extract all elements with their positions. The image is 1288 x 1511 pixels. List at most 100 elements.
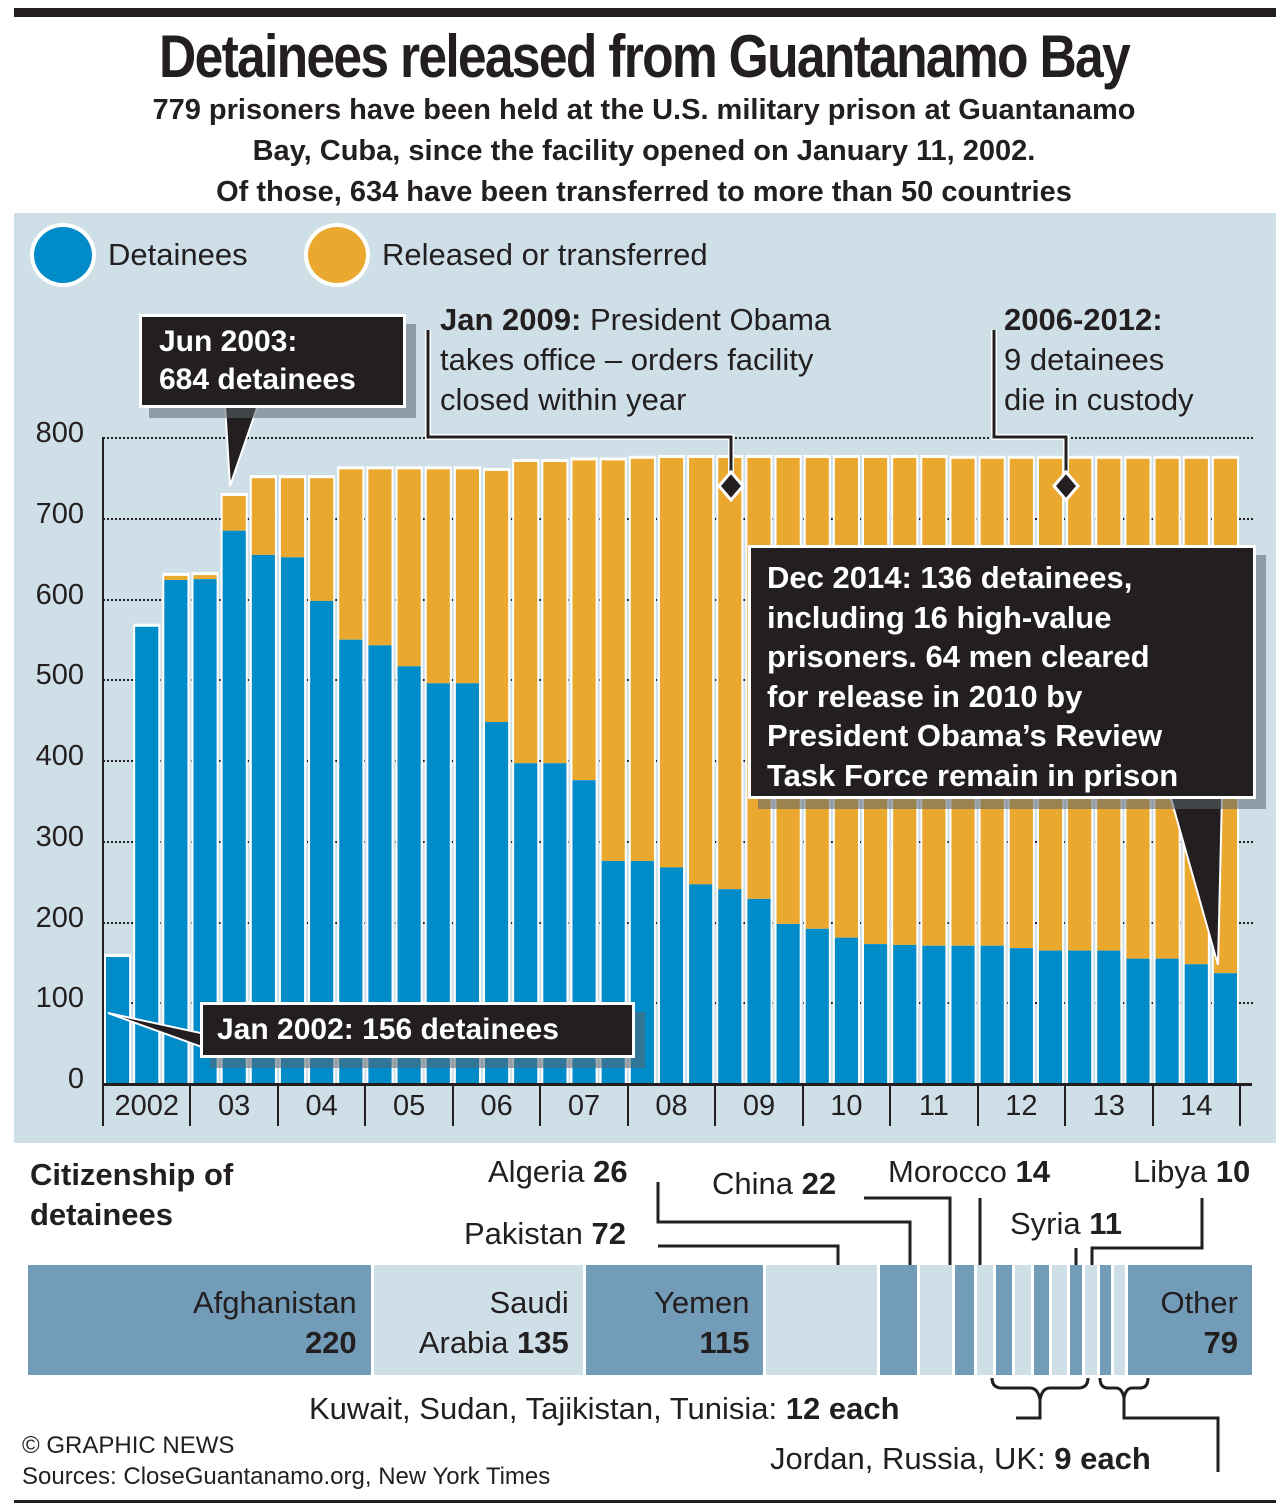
bar-released xyxy=(222,495,246,531)
x-tick-label: 05 xyxy=(392,1090,426,1122)
x-tick-label: 11 xyxy=(918,1090,949,1122)
jan2009-leader xyxy=(426,330,733,486)
citizenship-title-line2: detainees xyxy=(30,1197,174,1232)
leader-china xyxy=(864,1196,952,1265)
page-title: Detainees released from Guantanamo Bay xyxy=(159,23,1131,90)
bar-released xyxy=(164,575,188,580)
bar-detainees xyxy=(339,639,363,1083)
label-9-each-names: Jordan, Russia, UK: xyxy=(770,1441,1055,1476)
bar-detainees xyxy=(280,557,305,1083)
bar-detainees xyxy=(659,867,684,1083)
citizenship-segment-china xyxy=(920,1265,956,1375)
deaths-leader xyxy=(992,330,1068,486)
citizenship-segment-yemen: Yemen 115 xyxy=(585,1265,767,1375)
y-tick-label: 700 xyxy=(35,497,84,530)
bar-released xyxy=(397,469,421,667)
x-tick-label: 06 xyxy=(480,1090,513,1122)
x-tick xyxy=(451,1086,454,1126)
credit: © GRAPHIC NEWS xyxy=(22,1432,235,1459)
annotation-jan2009-text2: takes office – orders facility xyxy=(440,342,814,377)
citizenship-segment-afghanistan: Afghanistan 220 xyxy=(28,1265,374,1375)
x-tick xyxy=(539,1086,542,1126)
bar-detainees xyxy=(397,666,421,1083)
leader-algeria xyxy=(656,1182,912,1265)
y-tick-label: 400 xyxy=(35,740,84,772)
bar-detainees xyxy=(805,928,829,1083)
bar-detainees xyxy=(164,579,188,1083)
leader-9-each xyxy=(1122,1398,1220,1472)
bar-detainees xyxy=(864,944,888,1083)
annotation-deaths-text2: 9 detainees xyxy=(1004,342,1165,377)
bar-released xyxy=(193,575,217,580)
label-syria-value: 11 xyxy=(1089,1206,1123,1241)
bar-released xyxy=(572,460,596,781)
brace-9-each-icon xyxy=(1098,1377,1150,1399)
x-axis-line xyxy=(102,1083,1252,1086)
x-tick-label: 09 xyxy=(742,1090,776,1122)
label-morocco-name: Morocco xyxy=(888,1154,1016,1189)
bar-detainees xyxy=(1038,950,1063,1083)
citizenship-title-line1: Citizenship of xyxy=(30,1157,234,1192)
citizenship-segment-russia xyxy=(1099,1265,1114,1375)
annotation-jan2009-text3: closed within year xyxy=(440,382,687,417)
callout-dec2014: Dec 2014: 136 detainees, including 16 hi… xyxy=(748,545,1256,799)
bar-detainees xyxy=(310,600,334,1083)
label-morocco-value: 14 xyxy=(1015,1154,1050,1189)
label-pakistan-value: 72 xyxy=(591,1216,626,1251)
citizenship-segment-label: Other 79 xyxy=(1160,1285,1238,1360)
legend-label-detainees: Detainees xyxy=(108,237,248,272)
annotation-deaths-date: 2006-2012: xyxy=(1004,302,1163,337)
callout-jun2003: Jun 2003: 684 detainees xyxy=(139,314,406,408)
bar-detainees xyxy=(485,722,509,1083)
label-libya-value: 10 xyxy=(1215,1154,1251,1189)
bar-detainees xyxy=(455,683,479,1083)
leader-libya xyxy=(1090,1198,1204,1265)
x-tick xyxy=(976,1086,979,1126)
bar-detainees xyxy=(776,923,800,1083)
citizenship-segment-label: Afghanistan 220 xyxy=(192,1285,357,1360)
bar-detainees xyxy=(834,937,858,1083)
callout-jan2002: Jan 2002: 156 detainees xyxy=(200,1002,635,1058)
citizenship-segment-libya xyxy=(1069,1265,1086,1375)
label-pakistan-name: Pakistan xyxy=(464,1216,592,1251)
deaths-marker-icon xyxy=(1052,469,1080,503)
bar-released xyxy=(310,478,334,601)
x-tick-label: 14 xyxy=(1180,1090,1213,1122)
bar-detainees xyxy=(222,530,246,1083)
x-tick xyxy=(276,1086,279,1126)
bar-detainees xyxy=(980,945,1004,1083)
legend-swatch-released xyxy=(304,223,370,287)
bar-detainees xyxy=(251,554,275,1083)
callout-dec2014-line: prisoners. 64 men cleared xyxy=(767,639,1150,674)
y-tick-label: 300 xyxy=(35,820,84,853)
y-tick-label: 100 xyxy=(35,982,84,1015)
bar-released xyxy=(485,470,509,723)
bar-detainees xyxy=(922,945,946,1083)
bar-detainees xyxy=(426,683,450,1083)
bar-detainees xyxy=(951,945,975,1083)
y-tick-label: 200 xyxy=(35,901,84,934)
label-algeria-value: 26 xyxy=(593,1154,628,1189)
annotation-deaths: 2006-2012: 9 detainees die in custody xyxy=(1004,300,1194,420)
annotation-jan2009-text1: President Obama xyxy=(581,302,832,337)
x-tick xyxy=(801,1086,804,1126)
subtitle: 779 prisoners have been held at the U.S.… xyxy=(0,90,1288,213)
top-rule xyxy=(14,8,1276,17)
bar-detainees xyxy=(1213,973,1237,1083)
label-12-each: Kuwait, Sudan, Tajikistan, Tunisia: 12 e… xyxy=(309,1391,900,1427)
bar-released xyxy=(455,469,479,684)
label-china-value: 22 xyxy=(801,1166,837,1201)
bar-detainees xyxy=(1155,958,1179,1083)
citizenship-title: Citizenship of detainees xyxy=(30,1155,233,1235)
y-tick-label: 500 xyxy=(35,659,84,692)
citizenship-segment-sudan xyxy=(995,1265,1015,1375)
label-china: China 22 xyxy=(712,1166,836,1202)
label-12-each-names: Kuwait, Sudan, Tajikistan, Tunisia: xyxy=(309,1391,786,1426)
label-12-each-value: 12 each xyxy=(785,1391,900,1426)
subtitle-line-3: Of those, 634 have been transferred to m… xyxy=(216,176,1072,208)
citizenship-segment-other: Other 79 xyxy=(1127,1265,1252,1375)
label-9-each: Jordan, Russia, UK: 9 each xyxy=(770,1441,1151,1477)
x-tick xyxy=(714,1086,717,1126)
bar-detainees xyxy=(747,898,771,1083)
